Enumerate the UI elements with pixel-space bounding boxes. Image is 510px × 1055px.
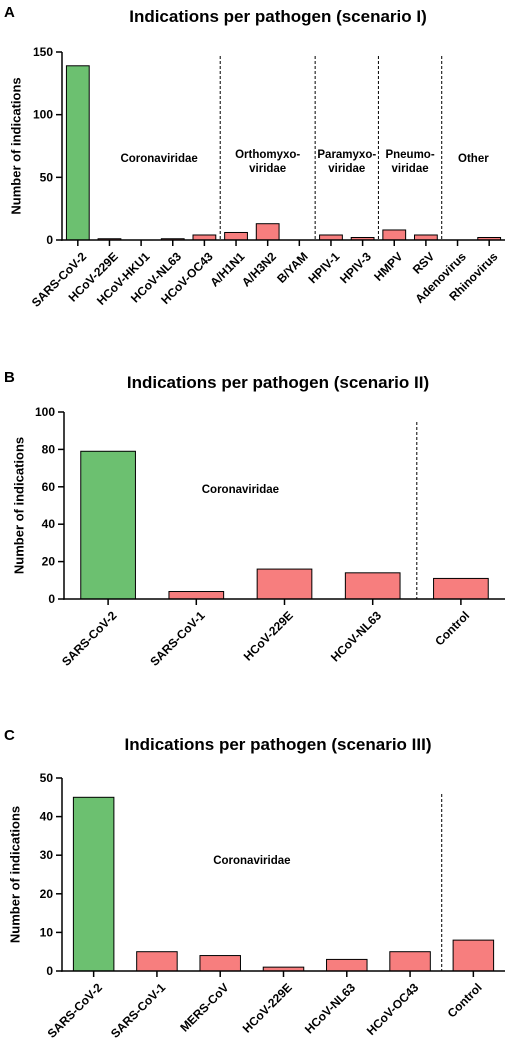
category-label: SARS-CoV-2 bbox=[59, 608, 120, 669]
panel-letter: C bbox=[4, 727, 15, 744]
category-label: HMPV bbox=[371, 249, 405, 283]
group-label: Coronaviridae bbox=[213, 855, 290, 867]
group-label: Pneumo- bbox=[385, 149, 434, 161]
category-label: SARS-CoV-1 bbox=[147, 608, 208, 669]
y-tick-label: 100 bbox=[35, 405, 55, 419]
category-label: HCoV-229E bbox=[241, 608, 296, 663]
category-label: HCoV-NL63 bbox=[302, 980, 358, 1036]
category-label: Control bbox=[445, 980, 485, 1020]
category-label: SARS-CoV-2 bbox=[45, 980, 106, 1041]
bar-hcov-nl63 bbox=[344, 572, 401, 600]
panel-letter: A bbox=[4, 4, 15, 21]
y-tick-label: 0 bbox=[48, 592, 55, 606]
panel-letter: B bbox=[4, 369, 15, 386]
bar-a-h3n2 bbox=[255, 223, 280, 241]
group-label: viridae bbox=[249, 163, 286, 175]
y-tick-label: 40 bbox=[40, 810, 54, 824]
y-tick-label: 80 bbox=[42, 442, 56, 456]
group-label: viridae bbox=[392, 163, 429, 175]
y-tick-label: 100 bbox=[33, 108, 53, 122]
y-tick-label: 10 bbox=[40, 925, 54, 939]
bar-hmpv bbox=[382, 229, 407, 241]
group-label: Other bbox=[458, 153, 489, 165]
y-axis-title: Number of indications bbox=[8, 806, 23, 943]
y-tick-label: 0 bbox=[46, 233, 53, 247]
y-tick-label: 150 bbox=[33, 45, 53, 59]
category-label: HCoV-229E bbox=[240, 980, 295, 1035]
y-tick-label: 0 bbox=[46, 964, 53, 978]
chart-title: Indications per pathogen (scenario I) bbox=[129, 7, 427, 26]
chart-title: Indications per pathogen (scenario II) bbox=[127, 373, 429, 392]
y-tick-label: 50 bbox=[40, 170, 54, 184]
bar-a-h1n1 bbox=[224, 231, 248, 241]
y-axis-title: Number of indications bbox=[12, 437, 27, 574]
group-label: Orthomyxo- bbox=[235, 149, 300, 161]
chart-panel-a: A Indications per pathogen (scenario I) Nu… bbox=[0, 0, 510, 345]
y-tick-label: 40 bbox=[42, 517, 56, 531]
group-label: Paramyxo- bbox=[317, 149, 376, 161]
bar-hcov-nl63 bbox=[326, 958, 368, 972]
group-label: viridae bbox=[328, 163, 365, 175]
category-label: HCoV-NL63 bbox=[328, 608, 384, 664]
y-tick-label: 50 bbox=[40, 771, 54, 785]
bar-control bbox=[452, 939, 495, 972]
chart-c-svg: C Indications per pathogen (scenario III)… bbox=[4, 727, 505, 1041]
bar-mers-cov bbox=[199, 955, 241, 972]
chart-panel-c: C Indications per pathogen (scenario III)… bbox=[0, 722, 510, 1055]
chart-a-svg: A Indications per pathogen (scenario I) Nu… bbox=[4, 4, 505, 310]
bar-sars-cov-2 bbox=[65, 65, 90, 241]
group-label: Coronaviridae bbox=[202, 484, 279, 496]
chart-panel-b: B Indications per pathogen (scenario II) N… bbox=[0, 360, 510, 705]
category-label: Control bbox=[432, 608, 472, 648]
bar-hcov-oc43 bbox=[389, 951, 431, 972]
category-label: A/H3N2 bbox=[239, 249, 279, 289]
bar-sars-cov-1 bbox=[168, 591, 225, 600]
bar-sars-cov-1 bbox=[136, 951, 178, 972]
category-label: HPIV-1 bbox=[306, 249, 343, 286]
bar-hcov-oc43 bbox=[192, 234, 217, 241]
bar-rsv bbox=[414, 234, 438, 241]
category-label: HCoV-OC43 bbox=[364, 980, 422, 1038]
chart-title: Indications per pathogen (scenario III) bbox=[125, 735, 432, 754]
bar-hpiv-1 bbox=[319, 234, 343, 241]
category-label: MERS-CoV bbox=[177, 980, 231, 1034]
category-label: RSV bbox=[410, 249, 437, 276]
y-tick-label: 60 bbox=[42, 480, 56, 494]
category-label: HPIV-3 bbox=[337, 249, 374, 286]
y-tick-label: 20 bbox=[40, 887, 54, 901]
chart-b-svg: B Indications per pathogen (scenario II) N… bbox=[4, 369, 505, 669]
bar-sars-cov-2 bbox=[72, 796, 115, 972]
bar-sars-cov-2 bbox=[80, 450, 136, 600]
category-label: SARS-CoV-1 bbox=[108, 980, 169, 1041]
group-label: Coronaviridae bbox=[120, 153, 197, 165]
category-label: B/YAM bbox=[274, 249, 310, 285]
bar-hcov-229e bbox=[256, 568, 313, 600]
y-axis-title: Number of indications bbox=[9, 77, 24, 214]
y-tick-label: 20 bbox=[42, 555, 56, 569]
y-tick-label: 30 bbox=[40, 848, 54, 862]
bar-control bbox=[433, 577, 489, 600]
